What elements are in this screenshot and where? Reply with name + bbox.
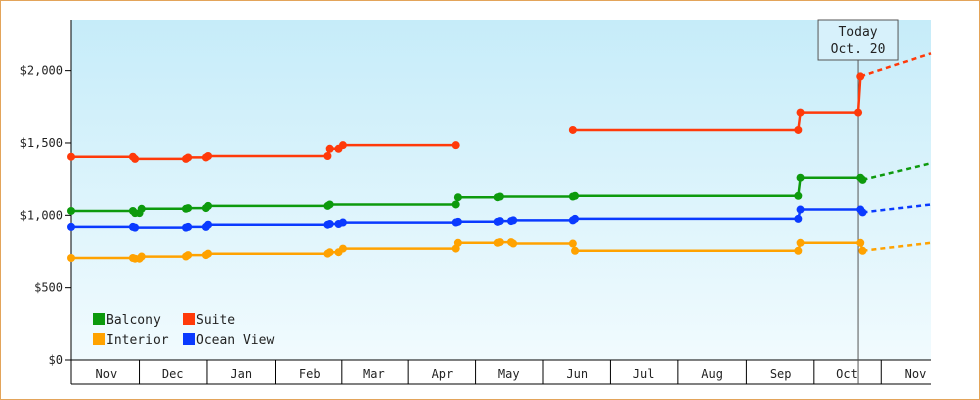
- x-tick-label: Apr: [432, 367, 454, 381]
- data-point-suite: [131, 154, 140, 163]
- data-point-interior: [568, 239, 577, 248]
- data-point-ocean-view: [131, 223, 140, 232]
- x-tick-label: Jun: [566, 367, 588, 381]
- data-point-interior: [67, 254, 75, 262]
- data-point-interior: [796, 238, 805, 247]
- forecast-line-ocean-view: [862, 203, 932, 214]
- data-point-suite: [325, 144, 334, 153]
- data-point-interior: [325, 248, 334, 257]
- forecast-line-interior: [862, 241, 932, 253]
- y-tick-label: $0: [49, 353, 63, 367]
- x-tick-label: Aug: [701, 367, 723, 381]
- x-tick-label: Jan: [230, 367, 252, 381]
- x-tick-label: May: [498, 367, 520, 381]
- data-point-suite: [323, 152, 332, 160]
- data-point-ocean-view: [338, 218, 347, 227]
- y-tick-label: $1,500: [20, 136, 63, 150]
- data-point-ocean-view: [509, 216, 518, 225]
- x-tick-label: Sep: [770, 367, 792, 381]
- series-suite: [67, 52, 932, 163]
- x-tick-label: Nov: [905, 367, 927, 381]
- data-point-ocean-view: [184, 222, 193, 231]
- data-point-balcony: [184, 204, 193, 213]
- data-point-balcony: [495, 192, 504, 201]
- data-point-balcony: [794, 191, 803, 200]
- data-point-balcony: [571, 191, 580, 200]
- series-balcony: [67, 162, 932, 218]
- today-box: [817, 19, 899, 61]
- legend-swatch-interior: [93, 333, 105, 345]
- data-point-interior: [137, 252, 146, 261]
- data-point-balcony: [453, 193, 462, 202]
- data-point-suite: [204, 152, 213, 160]
- legend-swatch-ocean-view: [183, 333, 195, 345]
- data-point-suite: [184, 153, 193, 162]
- data-point-ocean-view: [796, 205, 805, 214]
- data-point-ocean-view: [453, 217, 462, 226]
- data-point-ocean-view: [325, 220, 334, 228]
- x-tick-label: Nov: [96, 367, 118, 381]
- legend-swatch-balcony: [93, 313, 105, 325]
- data-point-suite: [854, 108, 863, 117]
- data-point-ocean-view: [67, 222, 75, 231]
- data-point-balcony: [451, 200, 460, 209]
- legend-swatch-suite: [183, 313, 195, 325]
- data-point-interior: [509, 239, 518, 248]
- x-tick-label: Dec: [162, 367, 184, 381]
- y-tick-label: $2,000: [20, 64, 63, 78]
- data-point-interior: [453, 238, 462, 247]
- today-label: Today: [838, 25, 877, 40]
- data-point-interior: [856, 238, 865, 247]
- legend-label-ocean-view: Ocean View: [196, 333, 274, 348]
- today-date: Oct. 20: [831, 42, 886, 57]
- legend-label-balcony: Balcony: [106, 313, 161, 328]
- data-point-suite: [794, 125, 803, 134]
- data-point-ocean-view: [571, 214, 580, 223]
- data-point-balcony: [796, 173, 805, 182]
- data-point-suite: [338, 141, 347, 150]
- series-ocean-view: [67, 203, 932, 232]
- x-tick-label: Feb: [299, 367, 321, 381]
- data-point-interior: [204, 249, 213, 258]
- legend-label-suite: Suite: [196, 313, 235, 328]
- y-tick-label: $1,000: [20, 208, 63, 222]
- data-point-balcony: [67, 206, 75, 215]
- data-point-ocean-view: [794, 214, 803, 223]
- data-point-balcony: [204, 201, 213, 210]
- data-point-suite: [568, 125, 577, 134]
- data-point-suite: [796, 108, 805, 117]
- data-point-suite: [67, 152, 75, 161]
- data-point-interior: [184, 251, 193, 260]
- data-point-ocean-view: [204, 220, 213, 229]
- data-point-interior: [495, 238, 504, 247]
- forecast-line-suite: [859, 52, 932, 78]
- series-interior: [67, 238, 932, 263]
- data-point-interior: [571, 246, 580, 255]
- x-tick-label: Oct: [836, 367, 858, 381]
- data-point-interior: [794, 246, 803, 255]
- y-tick-label: $500: [34, 281, 63, 295]
- data-point-balcony: [137, 204, 146, 213]
- data-point-interior: [338, 244, 347, 253]
- legend-label-interior: Interior: [106, 333, 169, 348]
- forecast-line-balcony: [862, 162, 932, 182]
- data-point-balcony: [325, 200, 334, 209]
- plot-area: [71, 20, 931, 360]
- data-point-suite: [451, 141, 460, 150]
- x-tick-label: Mar: [363, 367, 385, 381]
- x-tick-label: Jul: [633, 367, 655, 381]
- data-point-ocean-view: [495, 217, 504, 226]
